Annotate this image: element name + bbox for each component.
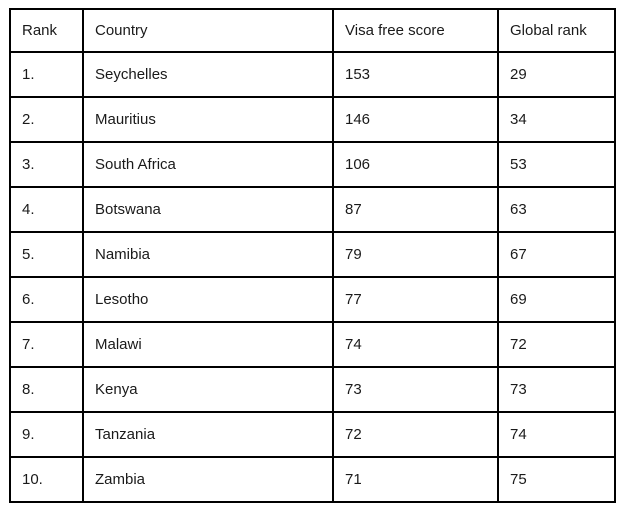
column-header-global-rank[interactable]: Global rank	[497, 8, 616, 53]
cell-rank: 6.	[9, 276, 84, 323]
cell-global-rank: 75	[497, 456, 616, 503]
table-row: 5. Namibia 79 67	[9, 231, 616, 278]
cell-visa-free-score: 74	[332, 321, 499, 368]
cell-visa-free-score: 146	[332, 96, 499, 143]
cell-global-rank: 53	[497, 141, 616, 188]
cell-country: South Africa	[82, 141, 334, 188]
cell-visa-free-score: 71	[332, 456, 499, 503]
cell-visa-free-score: 77	[332, 276, 499, 323]
visa-free-score-table: Rank Country Visa free score Global rank…	[9, 8, 616, 503]
column-header-country[interactable]: Country	[82, 8, 334, 53]
cell-country: Zambia	[82, 456, 334, 503]
cell-rank: 8.	[9, 366, 84, 413]
cell-country: Namibia	[82, 231, 334, 278]
cell-rank: 4.	[9, 186, 84, 233]
cell-rank: 1.	[9, 51, 84, 98]
cell-rank: 5.	[9, 231, 84, 278]
table-row: 3. South Africa 106 53	[9, 141, 616, 188]
cell-rank: 2.	[9, 96, 84, 143]
table-header: Rank Country Visa free score Global rank	[9, 8, 616, 53]
cell-global-rank: 73	[497, 366, 616, 413]
cell-country: Mauritius	[82, 96, 334, 143]
cell-country: Kenya	[82, 366, 334, 413]
table-row: 4. Botswana 87 63	[9, 186, 616, 233]
cell-country: Malawi	[82, 321, 334, 368]
table-row: 6. Lesotho 77 69	[9, 276, 616, 323]
cell-global-rank: 34	[497, 96, 616, 143]
cell-rank: 3.	[9, 141, 84, 188]
table-row: 2. Mauritius 146 34	[9, 96, 616, 143]
table-row: 9. Tanzania 72 74	[9, 411, 616, 458]
visa-free-score-table-container: Rank Country Visa free score Global rank…	[9, 8, 616, 503]
cell-visa-free-score: 73	[332, 366, 499, 413]
cell-rank: 9.	[9, 411, 84, 458]
cell-rank: 7.	[9, 321, 84, 368]
cell-global-rank: 69	[497, 276, 616, 323]
column-header-rank[interactable]: Rank	[9, 8, 84, 53]
table-header-row: Rank Country Visa free score Global rank	[9, 8, 616, 53]
cell-global-rank: 63	[497, 186, 616, 233]
table-row: 1. Seychelles 153 29	[9, 51, 616, 98]
table-row: 10. Zambia 71 75	[9, 456, 616, 503]
cell-global-rank: 29	[497, 51, 616, 98]
cell-global-rank: 72	[497, 321, 616, 368]
cell-country: Botswana	[82, 186, 334, 233]
cell-visa-free-score: 72	[332, 411, 499, 458]
cell-rank: 10.	[9, 456, 84, 503]
cell-visa-free-score: 79	[332, 231, 499, 278]
table-row: 7. Malawi 74 72	[9, 321, 616, 368]
cell-visa-free-score: 106	[332, 141, 499, 188]
table-body: 1. Seychelles 153 29 2. Mauritius 146 34…	[9, 51, 616, 503]
cell-country: Tanzania	[82, 411, 334, 458]
cell-visa-free-score: 87	[332, 186, 499, 233]
cell-country: Seychelles	[82, 51, 334, 98]
cell-global-rank: 67	[497, 231, 616, 278]
column-header-visa-free-score[interactable]: Visa free score	[332, 8, 499, 53]
cell-country: Lesotho	[82, 276, 334, 323]
cell-global-rank: 74	[497, 411, 616, 458]
table-row: 8. Kenya 73 73	[9, 366, 616, 413]
cell-visa-free-score: 153	[332, 51, 499, 98]
